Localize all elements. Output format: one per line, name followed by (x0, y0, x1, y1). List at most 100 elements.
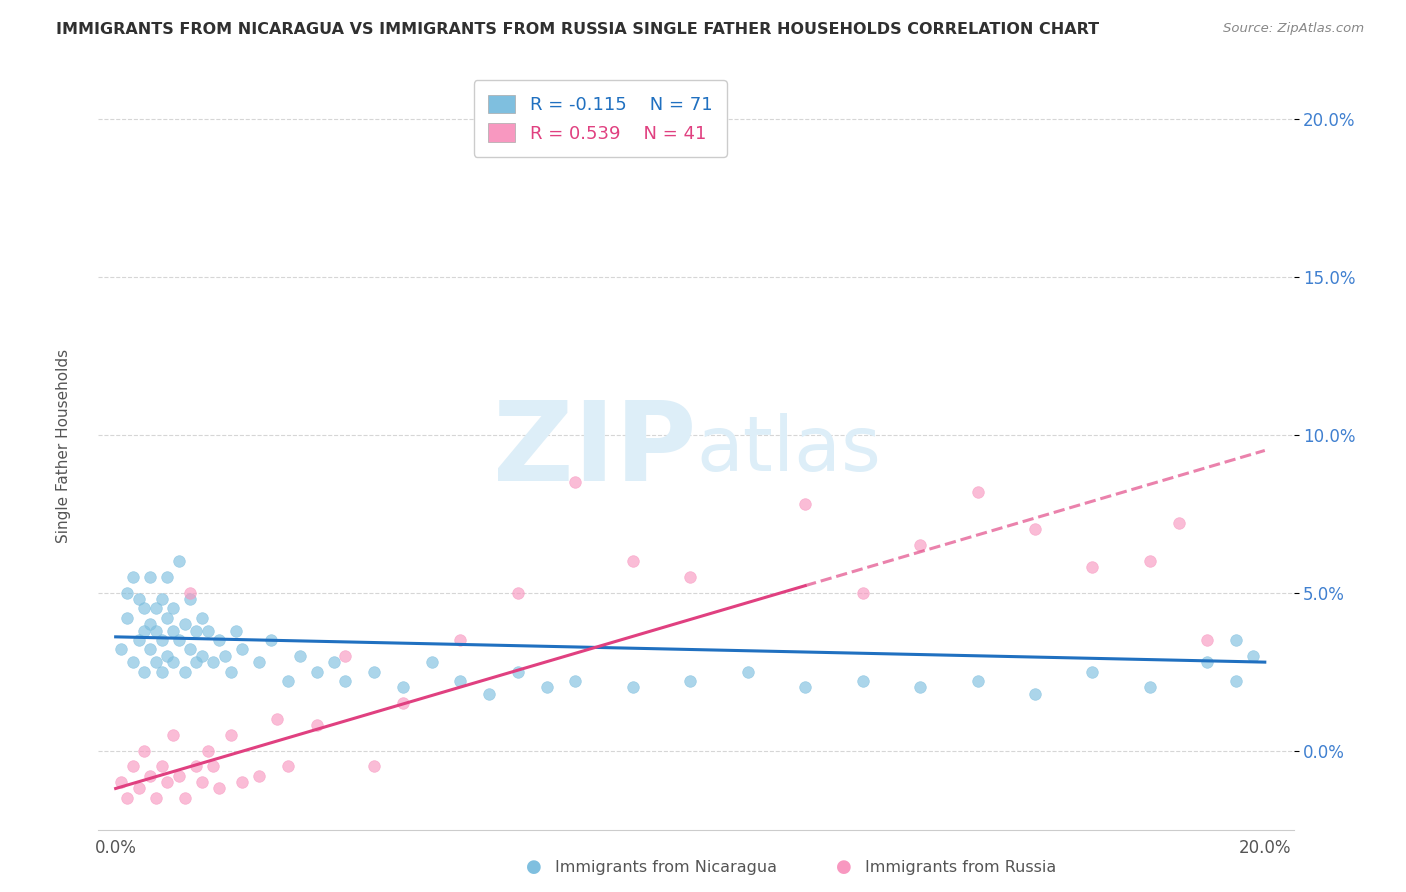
Point (564, 674, 586, 689)
Point (1081, 665, 1104, 679)
Point (219, 665, 242, 679)
Legend: R = -0.115    N = 71, R = 0.539    N = 41: R = -0.115 N = 71, R = 0.539 N = 41 (474, 80, 727, 157)
Point (621, 681, 644, 695)
Point (156, 775, 179, 789)
Point (128, 591, 150, 606)
Point (908, 681, 931, 695)
Point (1081, 560, 1104, 574)
Point (202, 655, 225, 669)
Point (167, 769, 190, 783)
Point (966, 674, 988, 689)
Point (139, 642, 162, 657)
Point (335, 648, 357, 663)
Point (173, 617, 195, 632)
Point (260, 633, 283, 648)
Point (247, 655, 270, 669)
Point (134, 665, 156, 679)
Point (449, 633, 471, 648)
Point (564, 475, 586, 489)
Point (145, 624, 167, 638)
Point (145, 601, 167, 615)
Point (156, 648, 179, 663)
Point (162, 655, 184, 669)
Point (110, 642, 132, 657)
Point (150, 665, 173, 679)
Point (184, 655, 207, 669)
Point (179, 591, 201, 606)
Point (1139, 681, 1161, 695)
Point (1241, 648, 1264, 663)
Text: Immigrants from Nicaragua: Immigrants from Nicaragua (555, 860, 778, 874)
Point (506, 665, 529, 679)
Point (1197, 633, 1219, 648)
Point (1197, 655, 1219, 669)
Point (737, 665, 759, 679)
Point (179, 585, 201, 599)
Point (1225, 674, 1247, 689)
Point (173, 791, 195, 805)
Point (1139, 554, 1161, 568)
Point (150, 759, 173, 773)
Point (139, 570, 162, 584)
Point (1024, 523, 1046, 537)
Point (852, 674, 875, 689)
Point (219, 728, 242, 742)
Point (966, 484, 988, 499)
Point (288, 648, 311, 663)
Point (225, 624, 247, 638)
Point (167, 633, 190, 648)
Point (162, 624, 184, 638)
Point (392, 696, 415, 710)
Point (323, 655, 346, 669)
Point (1225, 633, 1247, 648)
Point (214, 648, 236, 663)
Point (231, 642, 253, 657)
Point (179, 642, 201, 657)
Text: Source: ZipAtlas.com: Source: ZipAtlas.com (1223, 22, 1364, 36)
Point (145, 655, 167, 669)
Text: ZIP: ZIP (492, 397, 696, 504)
Point (134, 624, 156, 638)
Point (139, 769, 162, 783)
Text: atlas: atlas (696, 414, 880, 487)
Point (150, 633, 173, 648)
Text: Immigrants from Russia: Immigrants from Russia (865, 860, 1056, 874)
Point (392, 681, 415, 695)
Point (536, 681, 558, 695)
Point (191, 611, 214, 625)
Point (191, 648, 214, 663)
Point (266, 712, 288, 726)
Point (197, 624, 219, 638)
Point (122, 570, 145, 584)
Point (1167, 516, 1189, 530)
Point (134, 743, 156, 757)
Point (506, 585, 529, 599)
Text: ●: ● (835, 858, 852, 876)
Point (122, 655, 145, 669)
Text: ●: ● (526, 858, 543, 876)
Point (128, 633, 150, 648)
Point (167, 554, 190, 568)
Point (191, 775, 214, 789)
Point (852, 585, 875, 599)
Point (184, 624, 207, 638)
Point (1024, 687, 1046, 701)
Point (277, 674, 299, 689)
Point (110, 775, 132, 789)
Point (208, 781, 231, 796)
Point (115, 791, 138, 805)
Point (115, 611, 138, 625)
Point (122, 759, 145, 773)
Point (363, 759, 385, 773)
Point (115, 585, 138, 599)
Point (478, 687, 501, 701)
Point (908, 538, 931, 552)
Point (156, 611, 179, 625)
Point (621, 554, 644, 568)
Point (794, 681, 817, 695)
Point (145, 791, 167, 805)
Point (247, 769, 270, 783)
Point (335, 674, 357, 689)
Point (202, 759, 225, 773)
Point (150, 591, 173, 606)
